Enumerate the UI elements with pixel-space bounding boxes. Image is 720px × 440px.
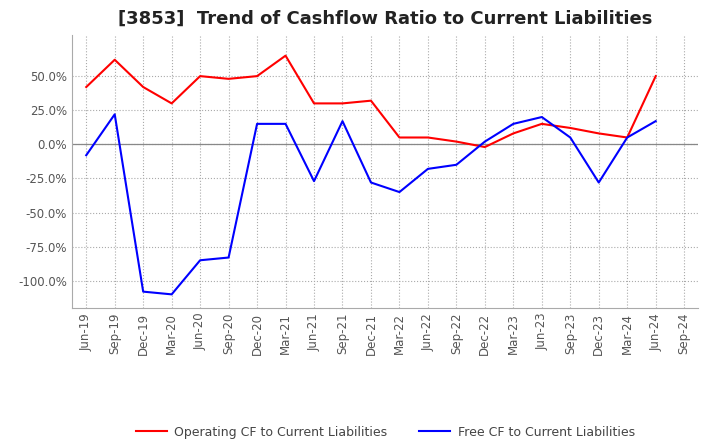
Operating CF to Current Liabilities bbox=[595, 131, 603, 136]
Title: [3853]  Trend of Cashflow Ratio to Current Liabilities: [3853] Trend of Cashflow Ratio to Curren… bbox=[118, 10, 652, 28]
Line: Operating CF to Current Liabilities: Operating CF to Current Liabilities bbox=[86, 55, 656, 147]
Free CF to Current Liabilities bbox=[623, 135, 631, 140]
Operating CF to Current Liabilities bbox=[480, 144, 489, 150]
Free CF to Current Liabilities bbox=[253, 121, 261, 127]
Legend: Operating CF to Current Liabilities, Free CF to Current Liabilities: Operating CF to Current Liabilities, Fre… bbox=[131, 421, 639, 440]
Operating CF to Current Liabilities bbox=[509, 131, 518, 136]
Free CF to Current Liabilities bbox=[566, 135, 575, 140]
Free CF to Current Liabilities bbox=[310, 179, 318, 184]
Free CF to Current Liabilities bbox=[82, 153, 91, 158]
Free CF to Current Liabilities bbox=[338, 118, 347, 124]
Operating CF to Current Liabilities bbox=[395, 135, 404, 140]
Operating CF to Current Liabilities bbox=[623, 135, 631, 140]
Operating CF to Current Liabilities bbox=[196, 73, 204, 79]
Free CF to Current Liabilities bbox=[423, 166, 432, 172]
Free CF to Current Liabilities bbox=[452, 162, 461, 167]
Operating CF to Current Liabilities bbox=[253, 73, 261, 79]
Operating CF to Current Liabilities bbox=[167, 101, 176, 106]
Operating CF to Current Liabilities bbox=[282, 53, 290, 58]
Operating CF to Current Liabilities bbox=[652, 73, 660, 79]
Free CF to Current Liabilities bbox=[366, 180, 375, 185]
Operating CF to Current Liabilities bbox=[423, 135, 432, 140]
Free CF to Current Liabilities bbox=[537, 114, 546, 120]
Free CF to Current Liabilities bbox=[225, 255, 233, 260]
Free CF to Current Liabilities bbox=[139, 289, 148, 294]
Operating CF to Current Liabilities bbox=[310, 101, 318, 106]
Free CF to Current Liabilities bbox=[282, 121, 290, 127]
Free CF to Current Liabilities bbox=[110, 112, 119, 117]
Free CF to Current Liabilities bbox=[480, 139, 489, 144]
Free CF to Current Liabilities bbox=[395, 189, 404, 194]
Free CF to Current Liabilities bbox=[196, 257, 204, 263]
Operating CF to Current Liabilities bbox=[537, 121, 546, 127]
Free CF to Current Liabilities bbox=[509, 121, 518, 127]
Operating CF to Current Liabilities bbox=[82, 84, 91, 90]
Operating CF to Current Liabilities bbox=[366, 98, 375, 103]
Free CF to Current Liabilities bbox=[167, 292, 176, 297]
Operating CF to Current Liabilities bbox=[566, 125, 575, 131]
Operating CF to Current Liabilities bbox=[139, 84, 148, 90]
Operating CF to Current Liabilities bbox=[110, 57, 119, 62]
Operating CF to Current Liabilities bbox=[338, 101, 347, 106]
Line: Free CF to Current Liabilities: Free CF to Current Liabilities bbox=[86, 114, 656, 294]
Operating CF to Current Liabilities bbox=[452, 139, 461, 144]
Free CF to Current Liabilities bbox=[652, 118, 660, 124]
Operating CF to Current Liabilities bbox=[225, 76, 233, 81]
Free CF to Current Liabilities bbox=[595, 180, 603, 185]
